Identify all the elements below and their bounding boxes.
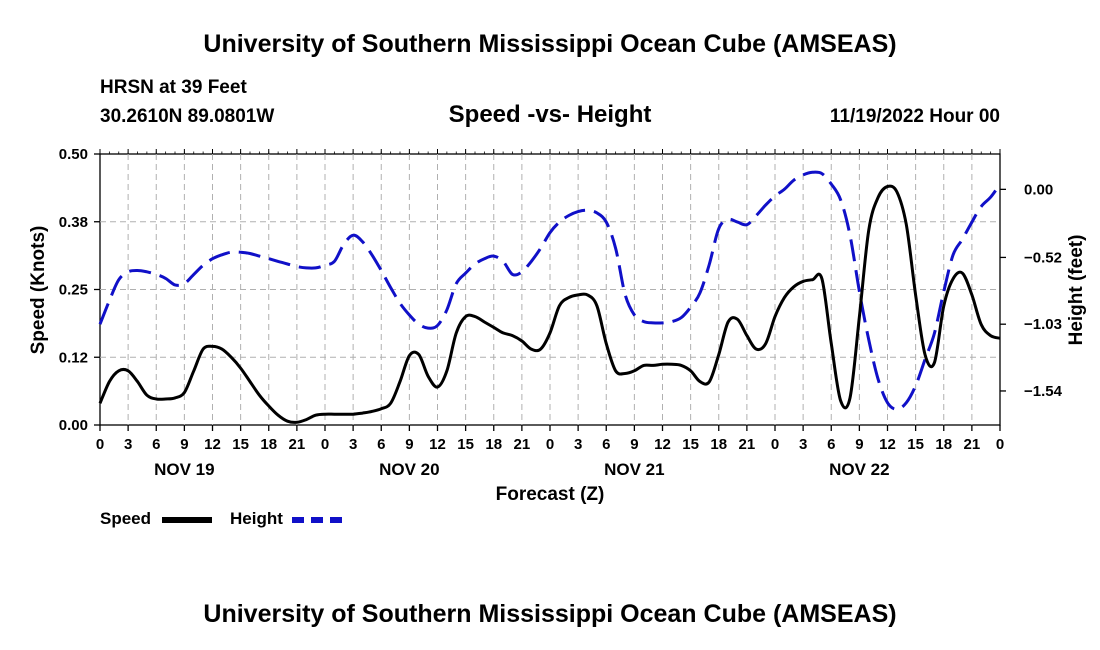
x-day-label: NOV 19 <box>154 460 214 479</box>
y-right-tick-label: −1.54 <box>1024 383 1063 400</box>
y-left-tick-label: 0.38 <box>59 214 88 231</box>
forecast-datetime: 11/19/2022 Hour 00 <box>829 106 1000 127</box>
x-tick-label: 6 <box>827 436 835 453</box>
y-left-tick-label: 0.25 <box>59 282 88 299</box>
x-tick-label: 12 <box>654 436 671 453</box>
x-tick-label: 9 <box>855 436 863 453</box>
y-axis-left-title: Speed (Knots) <box>28 226 49 355</box>
x-day-label: NOV 21 <box>604 460 664 479</box>
y-right-tick-label: 0.00 <box>1024 181 1053 198</box>
axis-labels: 0 3 6 9 12 15 18 21 0 3 6 9 12 15 18 21 0 3 6 9 12 15 18 21 0 3 6 9… <box>59 146 1063 479</box>
x-tick-label: 15 <box>682 436 699 453</box>
y-axis-right-title: Height (feet) <box>1066 235 1087 346</box>
x-tick-label: 9 <box>630 436 638 453</box>
x-tick-label: 0 <box>996 436 1004 453</box>
x-tick-label: 18 <box>485 436 502 453</box>
legend-speed-swatch <box>162 517 212 523</box>
height-series-line <box>98 170 1002 411</box>
x-tick-label: 21 <box>739 436 756 453</box>
legend-speed-label: Speed <box>100 509 152 528</box>
x-tick-label: 21 <box>964 436 981 453</box>
x-tick-label: 0 <box>321 436 329 453</box>
speed-series-line <box>98 184 1001 424</box>
x-tick-label: 6 <box>377 436 385 453</box>
x-tick-label: 0 <box>546 436 554 453</box>
x-tick-label: 15 <box>907 436 924 453</box>
y-right-tick-label: −1.03 <box>1024 316 1062 333</box>
y-left-tick-label: 0.12 <box>59 349 88 366</box>
footer-title: University of Southern Mississippi Ocean… <box>203 600 897 628</box>
grid-lines <box>100 154 1000 425</box>
legend-height-swatch <box>292 517 342 523</box>
x-tick-label: 0 <box>96 436 104 453</box>
x-tick-label: 3 <box>799 436 807 453</box>
x-tick-label: 3 <box>574 436 582 453</box>
x-tick-label: 9 <box>405 436 413 453</box>
y-left-tick-label: 0.00 <box>59 417 88 434</box>
x-day-label: NOV 20 <box>379 460 439 479</box>
x-day-label: NOV 22 <box>829 460 889 479</box>
x-tick-label: 9 <box>180 436 188 453</box>
x-tick-label: 21 <box>514 436 531 453</box>
x-tick-label: 18 <box>710 436 727 453</box>
x-tick-label: 12 <box>204 436 221 453</box>
chart-subtitle: Speed -vs- Height <box>448 101 652 128</box>
x-tick-label: 6 <box>602 436 610 453</box>
station-label: HRSN at 39 Feet <box>100 77 247 98</box>
x-axis-title: Forecast (Z) <box>496 484 605 505</box>
axis-ticks <box>94 149 1006 431</box>
x-tick-label: 21 <box>289 436 306 453</box>
x-tick-label: 18 <box>935 436 952 453</box>
series-lines <box>98 170 1002 424</box>
x-tick-label: 15 <box>457 436 474 453</box>
x-tick-label: 12 <box>879 436 896 453</box>
legend-height-label: Height <box>230 509 283 528</box>
x-tick-label: 12 <box>429 436 446 453</box>
x-tick-label: 3 <box>349 436 357 453</box>
location-coordinates: 30.2610N 89.0801W <box>100 106 275 127</box>
y-right-tick-label: −0.52 <box>1024 249 1062 266</box>
x-tick-label: 15 <box>232 436 249 453</box>
main-title: University of Southern Mississippi Ocean… <box>203 30 897 58</box>
y-left-tick-label: 0.50 <box>59 146 88 163</box>
x-tick-label: 6 <box>152 436 160 453</box>
x-tick-label: 18 <box>260 436 277 453</box>
x-tick-label: 3 <box>124 436 132 453</box>
x-tick-label: 0 <box>771 436 779 453</box>
